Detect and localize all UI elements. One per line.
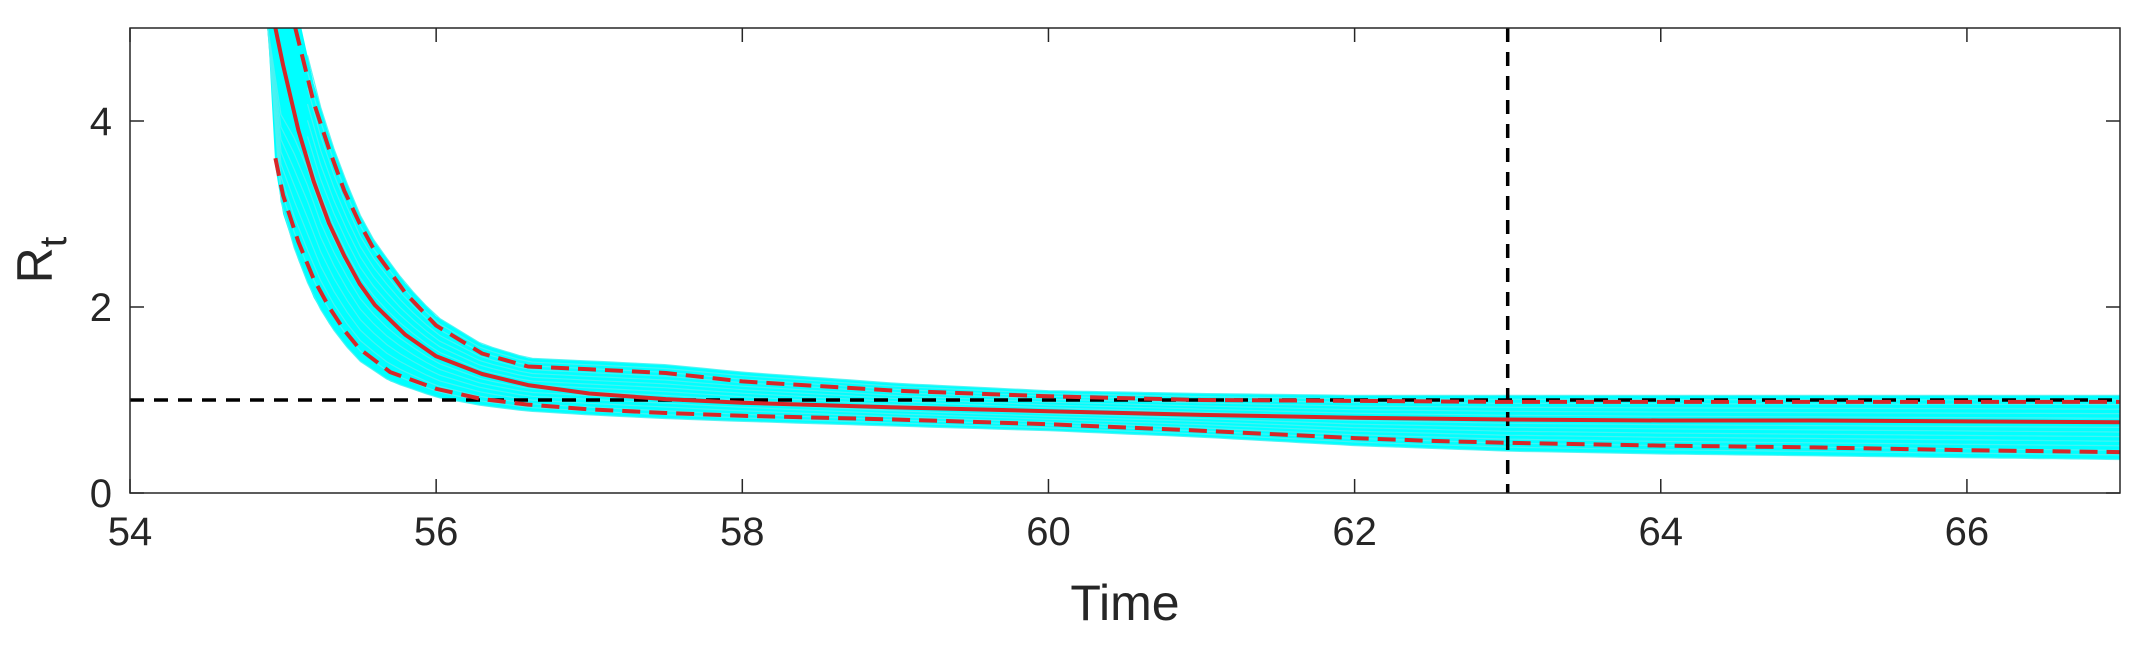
y-tick-label: 4 [90, 100, 112, 144]
sample-trajectory-line [267, 28, 2120, 447]
sample-trajectory-line [306, 55, 2120, 396]
x-tick-label: 66 [1945, 510, 1990, 554]
series-lines [273, 28, 2120, 455]
x-tick-label: 64 [1639, 510, 1684, 554]
y-axis-label-main: R [7, 247, 63, 283]
y-axis-label-subscript: t [33, 236, 75, 247]
sample-trajectory-line [306, 120, 2120, 415]
series-lower-bound [273, 157, 2120, 455]
sample-trajectories-band [267, 28, 2120, 461]
x-tick-label: 62 [1332, 510, 1377, 554]
svg-text:Rt: Rt [7, 236, 75, 283]
series-median [273, 28, 2120, 425]
sample-trajectory-line [267, 28, 2120, 442]
y-axis-label: Rt [7, 236, 75, 283]
x-tick-label: 58 [720, 510, 765, 554]
sample-trajectory-line [267, 28, 2120, 461]
x-axis-label: Time [1070, 575, 1179, 631]
y-tick-labels: 0 2 4 [90, 100, 112, 516]
sample-band-fill [267, 28, 2120, 460]
sample-trajectory-line [306, 136, 2120, 419]
series-upper-bound [293, 28, 2120, 404]
x-tick-labels: 54 56 58 60 62 64 66 [108, 510, 1989, 554]
x-tick-label: 60 [1026, 510, 1071, 554]
y-tick-label: 0 [90, 472, 112, 516]
plot-frame [129, 27, 2121, 494]
sample-trajectory-line [267, 28, 2120, 438]
plot-area [130, 28, 2120, 493]
x-tick-label: 54 [108, 510, 153, 554]
x-tick-label: 56 [414, 510, 459, 554]
sample-trajectory-line [306, 103, 2120, 410]
axis-ticks [129, 28, 2120, 494]
y-tick-label: 2 [90, 286, 112, 330]
